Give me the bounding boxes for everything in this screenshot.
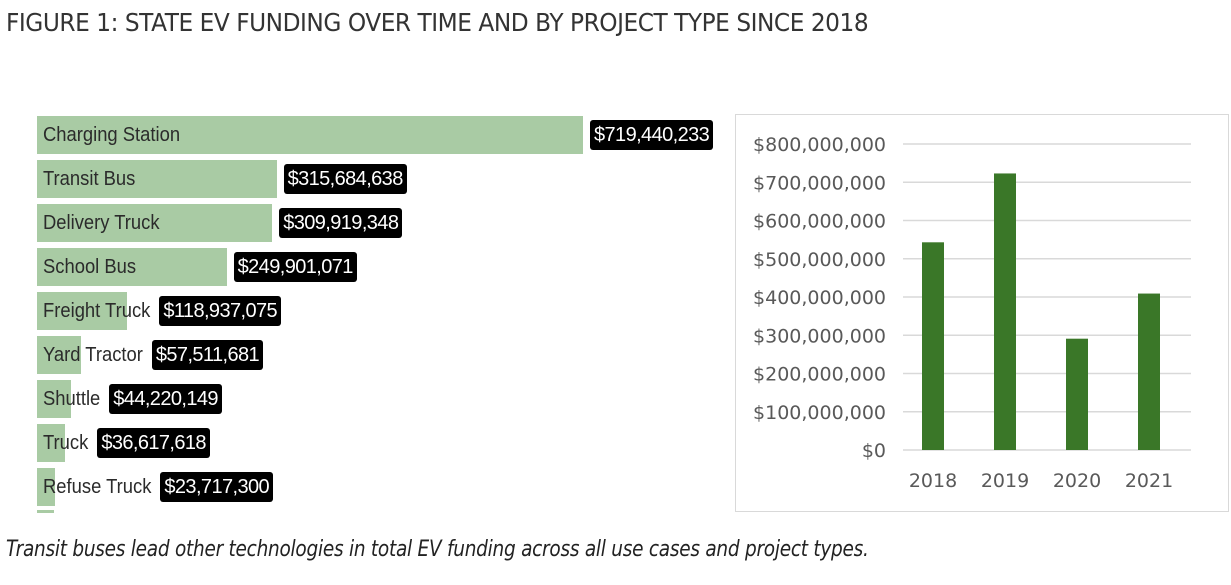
bar — [37, 468, 55, 506]
y-tick-label: $300,000,000 — [753, 325, 886, 347]
bar — [37, 424, 65, 462]
bar — [37, 336, 81, 374]
bar-row: Shuttle $44,220,149 — [37, 380, 727, 420]
x-tick-label: 2021 — [1125, 470, 1173, 492]
x-tick-label: 2018 — [909, 470, 957, 492]
bar-row: Delivery Truck $309,919,348 — [37, 204, 727, 244]
bar — [1066, 338, 1088, 450]
category-label: Charging Station — [43, 124, 181, 146]
category-label: Freight Truck — [43, 300, 151, 322]
bar-row: Yard Tractor $57,511,681 — [37, 336, 727, 376]
category-label: Delivery Truck — [43, 212, 160, 234]
bar — [37, 204, 273, 242]
value-label: $249,901,071 — [233, 252, 357, 282]
bar — [994, 173, 1016, 450]
x-tick-label: 2020 — [1053, 470, 1101, 492]
bar-row: Truck $36,617,618 — [37, 424, 727, 464]
bar — [1138, 293, 1160, 450]
value-label: $719,440,233 — [590, 120, 714, 150]
y-tick-label: $400,000,000 — [753, 287, 886, 309]
bar — [37, 160, 277, 198]
bar — [37, 380, 71, 418]
y-tick-label: $600,000,000 — [753, 211, 886, 233]
value-label: $118,937,075 — [159, 296, 282, 326]
value-label: $44,220,149 — [109, 384, 222, 414]
bar-row: Refuse Truck $23,717,300 — [37, 468, 727, 508]
truncated-bar — [37, 510, 54, 513]
funding-by-year-svg: $0 $100,000,000 $200,000,000 $300,000,000 $4… — [753, 134, 1191, 492]
bar-row: Transit Bus $315,684,638 — [37, 160, 727, 200]
value-label: $23,717,300 — [160, 472, 274, 502]
y-tick-label: $0 — [862, 440, 886, 462]
y-tick-label: $700,000,000 — [753, 172, 886, 194]
value-label: $315,684,638 — [283, 164, 407, 194]
bar-row: School Bus $249,901,071 — [37, 248, 727, 288]
category-label: Truck — [43, 432, 89, 454]
category-label: Shuttle — [43, 388, 101, 410]
value-label: $309,919,348 — [279, 208, 403, 238]
bar-row: Freight Truck $118,937,075 — [37, 292, 727, 332]
value-label: $57,511,681 — [151, 340, 264, 370]
category-label: Transit Bus — [43, 168, 136, 190]
figure-title: FIGURE 1: STATE EV FUNDING OVER TIME AND… — [6, 8, 869, 37]
y-tick-label: $800,000,000 — [753, 134, 886, 156]
value-label: $36,617,618 — [97, 428, 210, 458]
x-tick-label: 2019 — [981, 470, 1029, 492]
category-label: Yard Tractor — [43, 344, 143, 366]
bar — [922, 242, 944, 450]
project-type-bar-chart: Charging Station $719,440,233 Transit Bus $… — [30, 100, 730, 520]
y-tick-label: $200,000,000 — [753, 364, 886, 386]
bar — [37, 248, 227, 286]
bar — [37, 292, 128, 330]
bar — [37, 116, 583, 154]
category-label: Refuse Truck — [43, 476, 152, 498]
figure-caption: Transit buses lead other technologies in… — [6, 537, 869, 562]
bar-row: Charging Station $719,440,233 — [37, 116, 727, 156]
y-tick-label: $100,000,000 — [753, 402, 886, 424]
y-tick-label: $500,000,000 — [753, 249, 886, 271]
funding-by-year-chart: $0 $100,000,000 $200,000,000 $300,000,000 $4… — [735, 114, 1229, 512]
category-label: School Bus — [43, 256, 137, 278]
